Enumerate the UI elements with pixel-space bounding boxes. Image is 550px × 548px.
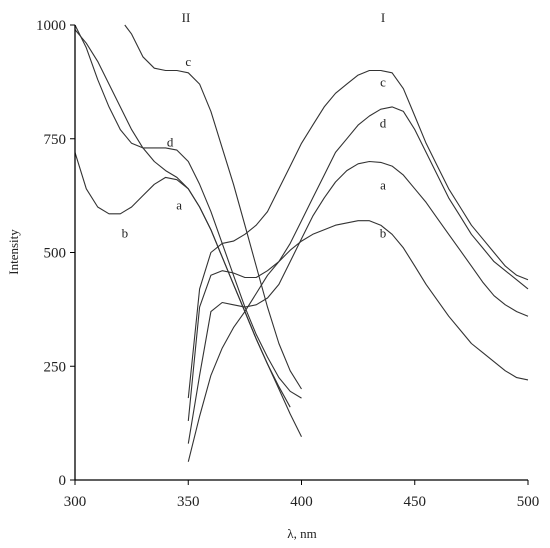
curve-labels: a b c d a b c d bbox=[122, 54, 387, 241]
curve-i-b bbox=[187, 220, 529, 462]
x-axis-label: λ, nm bbox=[287, 526, 316, 541]
curve-i-c bbox=[187, 69, 529, 399]
curve-label-i-d: d bbox=[380, 115, 387, 130]
y-tick-label: 750 bbox=[44, 132, 67, 148]
curve-ii-d bbox=[74, 24, 302, 399]
x-tick-label: 450 bbox=[404, 494, 427, 510]
curve-i-a bbox=[187, 160, 529, 444]
y-tick-label: 0 bbox=[59, 473, 67, 489]
group-label-i: I bbox=[381, 10, 385, 25]
curve-label-i-a: a bbox=[380, 178, 386, 193]
curve-ii-c bbox=[124, 24, 302, 390]
y-ticks: 0 250 500 750 1000 bbox=[36, 18, 75, 489]
y-axis-label: Intensity bbox=[6, 229, 21, 275]
curve-ii-b bbox=[74, 152, 291, 408]
y-tick-label: 1000 bbox=[36, 18, 66, 34]
curve-label-ii-a: a bbox=[176, 197, 182, 212]
curves-layer bbox=[74, 24, 529, 462]
curve-label-i-c: c bbox=[380, 74, 386, 89]
group-label-ii: II bbox=[182, 10, 191, 25]
curve-label-ii-b: b bbox=[122, 225, 129, 240]
curve-ii-a bbox=[74, 29, 302, 438]
curve-label-i-b: b bbox=[380, 225, 387, 240]
curve-i-d bbox=[187, 106, 529, 421]
y-tick-label: 500 bbox=[44, 246, 67, 262]
y-tick-label: 250 bbox=[44, 359, 67, 375]
x-tick-label: 350 bbox=[177, 494, 200, 510]
x-tick-label: 300 bbox=[64, 494, 87, 510]
curve-label-ii-d: d bbox=[167, 134, 174, 149]
group-labels: II I bbox=[182, 10, 386, 25]
x-tick-label: 500 bbox=[517, 494, 540, 510]
x-ticks: 300 350 400 450 500 bbox=[64, 480, 540, 510]
curve-label-ii-c: c bbox=[185, 54, 191, 69]
x-tick-label: 400 bbox=[290, 494, 313, 510]
